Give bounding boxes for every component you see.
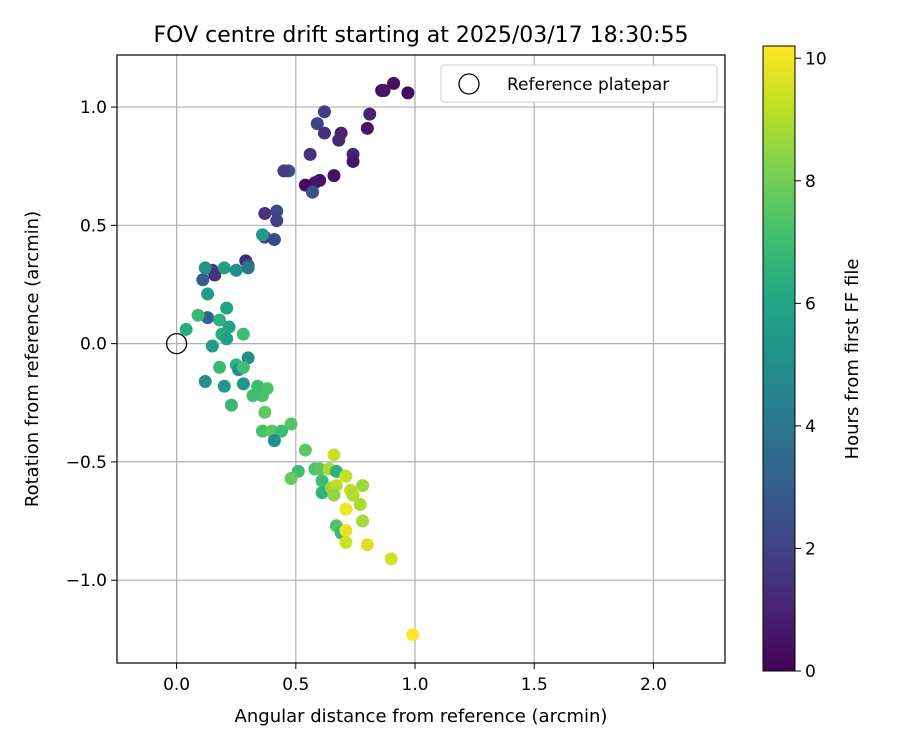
colorbar-tick-label: 4: [805, 417, 816, 437]
scatter-point: [191, 308, 205, 322]
scatter-point: [198, 261, 212, 275]
scatter-point: [284, 417, 298, 431]
scatter-point: [339, 469, 353, 483]
scatter-point: [277, 164, 291, 178]
scatter-point: [213, 360, 227, 374]
scatter-point: [387, 76, 401, 90]
scatter-point: [315, 474, 329, 488]
scatter-point: [229, 263, 243, 277]
colorbar-label: Hours from first FF file: [842, 259, 863, 460]
scatter-point: [339, 502, 353, 516]
y-axis-label: Rotation from reference (arcmin): [22, 211, 43, 507]
scatter-point: [284, 471, 298, 485]
scatter-points: [179, 76, 420, 642]
x-axis: 0.0 0.5 1.0 1.5 2.0: [163, 663, 667, 695]
scatter-point: [317, 105, 331, 119]
scatter-point: [327, 169, 341, 183]
scatter-point: [196, 273, 210, 287]
colorbar-gradient: [762, 45, 796, 672]
colorbar-tick-label: 0: [805, 662, 816, 682]
y-tick-label: −1.0: [66, 571, 107, 591]
scatter-point: [339, 524, 353, 538]
scatter-point: [346, 488, 360, 502]
colorbar-ticks: 0 2 4 6 8 10: [795, 49, 827, 682]
scatter-point: [332, 133, 346, 147]
scatter-point: [346, 154, 360, 168]
scatter-point: [220, 301, 234, 315]
scatter-point: [270, 214, 284, 228]
legend-box: [440, 64, 718, 103]
colorbar: 0 2 4 6 8 10 Hours from first FF file: [762, 45, 863, 682]
scatter-point: [327, 488, 341, 502]
x-tick-label: 0.5: [282, 675, 309, 695]
scatter-point: [208, 268, 222, 282]
scatter-point: [224, 398, 238, 412]
x-tick-label: 2.0: [640, 675, 667, 695]
y-tick-label: 0.0: [80, 335, 107, 355]
scatter-point: [317, 126, 331, 140]
scatter-point: [255, 389, 269, 403]
y-tick-label: 1.0: [80, 98, 107, 118]
colorbar-tick-label: 10: [805, 49, 827, 69]
colorbar-tick-label: 2: [805, 539, 816, 559]
legend-open-circle-marker: [458, 73, 480, 95]
scatter-point: [267, 233, 281, 247]
scatter-point: [213, 313, 227, 327]
scatter-point: [377, 83, 391, 97]
scatter-point: [198, 374, 212, 388]
scatter-point: [255, 424, 269, 438]
scatter-point: [275, 424, 289, 438]
x-tick-label: 1.0: [402, 675, 429, 695]
scatter-point: [241, 261, 255, 275]
scatter-point: [360, 538, 374, 552]
scatter-point: [310, 117, 324, 131]
scatter-point: [246, 389, 260, 403]
colorbar-tick-label: 8: [805, 172, 816, 192]
colorbar-tick-label: 6: [805, 294, 816, 314]
grid-lines: [117, 55, 725, 663]
scatter-point: [217, 379, 231, 393]
scatter-point: [258, 405, 272, 419]
scatter-point: [313, 462, 327, 476]
y-tick-label: −0.5: [66, 453, 107, 473]
scatter-point: [353, 497, 367, 511]
scatter-point: [356, 479, 370, 493]
scatter-point: [384, 552, 398, 566]
reference-point: [165, 332, 188, 355]
scatter-point: [267, 434, 281, 448]
scatter-point: [356, 514, 370, 528]
x-axis-label: Angular distance from reference (arcmin): [235, 706, 608, 727]
reference-marker: [165, 332, 188, 355]
scatter-point: [363, 107, 377, 121]
x-tick-label: 1.5: [521, 675, 548, 695]
scatter-point: [236, 327, 250, 341]
legend: Reference platepar: [440, 64, 718, 103]
y-tick-label: 0.5: [80, 216, 107, 236]
scatter-point: [298, 443, 312, 457]
scatter-point: [220, 332, 234, 346]
scatter-point: [179, 322, 193, 336]
scatter-point: [236, 377, 250, 391]
x-tick-label: 0.0: [163, 675, 190, 695]
scatter-point: [360, 121, 374, 135]
scatter-point: [205, 339, 219, 353]
scatter-point: [217, 261, 231, 275]
scatter-point: [236, 360, 250, 374]
scatter-point: [327, 448, 341, 462]
plot-frame: [116, 54, 726, 664]
chart-title: FOV centre drift starting at 2025/03/17 …: [154, 23, 689, 48]
scatter-point: [339, 535, 353, 549]
scatter-point: [270, 204, 284, 218]
scatter-point: [255, 228, 269, 242]
y-axis: −1.0 −0.5 0.0 0.5 1.0: [66, 98, 117, 591]
scatter-point: [201, 287, 215, 301]
scatter-point: [401, 86, 415, 100]
scatter-point: [303, 147, 317, 161]
scatter-point: [406, 628, 420, 642]
scatter-point: [258, 207, 272, 221]
legend-label: Reference platepar: [507, 75, 669, 95]
scatter-point: [306, 185, 320, 199]
